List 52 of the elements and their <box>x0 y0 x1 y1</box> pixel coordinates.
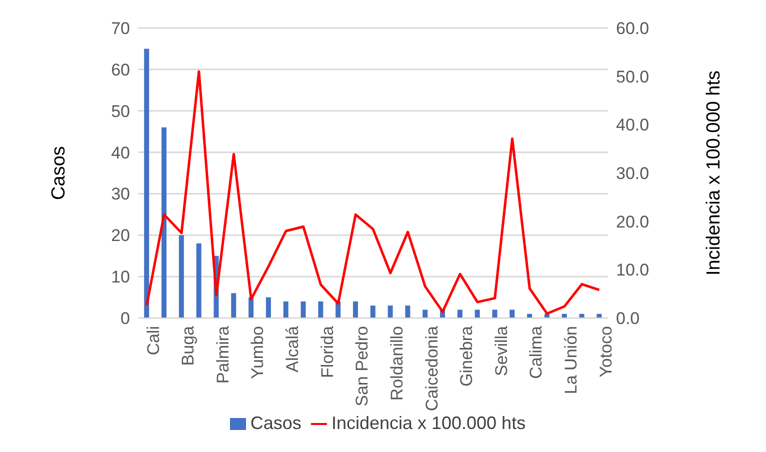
y2-tick-label: 20.0 <box>616 212 650 232</box>
bar <box>144 48 150 318</box>
legend-label: Casos <box>250 413 302 433</box>
y-tick-label: 10 <box>111 268 130 287</box>
bar <box>405 306 410 318</box>
x-tick-label: Sevilla <box>492 325 511 376</box>
bar <box>422 310 428 318</box>
x-tick-label: Ginebra <box>457 325 476 386</box>
bar <box>178 235 184 318</box>
x-tick-label: Yumbo <box>248 326 268 379</box>
y-tick-label: 40 <box>111 143 130 162</box>
bar <box>162 127 166 318</box>
bar <box>300 301 306 318</box>
bar <box>388 306 393 318</box>
bar <box>266 297 271 318</box>
legend-label: Incidencia x 100.000 hts <box>331 413 526 433</box>
x-tick-label: Alcalá <box>283 325 302 372</box>
x-tick-label: San Pedro <box>352 326 372 406</box>
y2-tick-label: 0.0 <box>616 309 640 328</box>
y-tick-label: 70 <box>111 19 130 38</box>
y-tick-label: 60 <box>111 60 130 80</box>
y2-tick-label: 40.0 <box>616 116 650 135</box>
bar <box>318 301 324 318</box>
y2-axis-title: Incidencia x 100.000 hts <box>704 70 725 276</box>
bar <box>231 293 236 318</box>
bar <box>283 301 288 318</box>
x-tick-label: Yotoco <box>596 326 616 378</box>
y-tick-label: 0 <box>120 309 130 328</box>
y-tick-label: 50 <box>111 102 130 121</box>
bar <box>370 306 376 318</box>
bar <box>457 310 462 318</box>
y-tick-label: 30 <box>111 184 130 204</box>
y-axis-title: Casos <box>48 146 70 200</box>
x-tick-label: Florida <box>318 325 337 378</box>
y2-tick-label: 30.0 <box>616 164 650 184</box>
x-tick-label: Cali <box>144 326 163 356</box>
y2-tick-label: 60.0 <box>616 19 650 38</box>
x-tick-label: Calima <box>526 325 546 379</box>
x-tick-label: Caicedonia <box>422 325 442 412</box>
y2-tick-label: 50.0 <box>616 67 650 86</box>
x-tick-label: La Unión <box>562 326 581 394</box>
x-tick-label: Roldanillo <box>387 326 406 401</box>
y-tick-label: 20 <box>111 226 130 246</box>
y2-tick-label: 10.0 <box>616 260 650 280</box>
bar <box>196 243 202 318</box>
x-tick-label: Palmira <box>213 325 232 384</box>
bar <box>492 310 498 318</box>
bar <box>352 301 358 318</box>
line-series <box>145 70 601 315</box>
bar <box>474 310 480 318</box>
x-tick-label: Buga <box>178 325 198 366</box>
bar <box>510 310 515 318</box>
